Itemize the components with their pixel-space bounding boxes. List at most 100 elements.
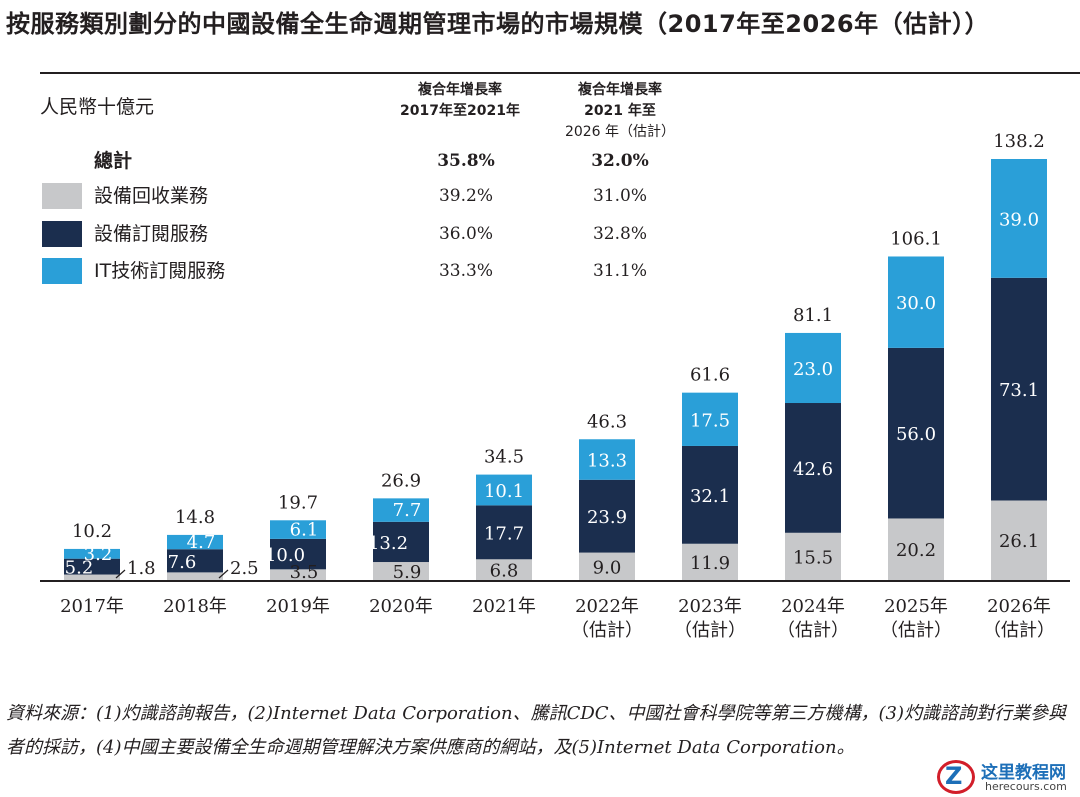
x-tick-label: 2021年: [472, 596, 536, 617]
x-tick-label: 2019年: [266, 596, 330, 617]
legend-swatch-it-subscription: [42, 258, 82, 284]
data-label: 30.0: [896, 293, 936, 314]
bar-segment: [373, 562, 429, 580]
bar-segment: [579, 479, 635, 553]
leader-line: [218, 569, 229, 579]
bar-segment: [991, 500, 1047, 580]
legend-label: IT技術訂閱服務: [94, 260, 226, 282]
x-tick-note: （估計）: [674, 620, 746, 641]
data-label: 26.1: [999, 531, 1039, 552]
cagr-header-line: 2017年至2021年: [400, 103, 520, 119]
bar-segment: [785, 332, 841, 404]
data-label: 11.9: [690, 553, 730, 574]
total-label: 138.2: [993, 131, 1045, 152]
data-label: 7.6: [168, 552, 197, 573]
bar-segment: [373, 521, 429, 563]
data-label: 3.5: [290, 562, 319, 583]
data-label: 13.2: [368, 533, 408, 554]
total-label: 81.1: [793, 305, 833, 326]
watermark-circle-icon: [937, 760, 975, 794]
x-tick-label: 2026年: [987, 596, 1051, 617]
bar-segment: [270, 569, 326, 580]
legend-label: 總計: [94, 150, 133, 172]
legend-recycling-cagr1: 39.2%: [438, 186, 493, 206]
data-label: 39.0: [999, 209, 1039, 230]
data-label: 5.2: [65, 558, 94, 579]
legend-it-subscription-cagr2: 31.1%: [592, 261, 647, 281]
data-label: 13.3: [587, 451, 627, 472]
watermark-text: 这里教程网: [981, 763, 1066, 783]
data-label: 56.0: [896, 424, 936, 445]
legend-swatch-recycling: [42, 183, 82, 209]
data-label: 1.8: [127, 558, 156, 579]
x-tick-note: （估計）: [571, 620, 643, 641]
bar-segment: [476, 505, 532, 560]
bar-segment: [785, 403, 841, 533]
unit-label: 人民幣十億元: [40, 96, 155, 118]
cagr-header-line: 2026 年（估計）: [564, 124, 676, 140]
data-label: 6.1: [290, 520, 319, 541]
total-label: 46.3: [587, 411, 627, 432]
data-label: 2.5: [230, 558, 259, 579]
data-label: 6.8: [490, 561, 519, 582]
x-tick-note: （估計）: [777, 620, 849, 641]
bar-segment: [682, 392, 738, 446]
bar-segment: [991, 159, 1047, 278]
total-label: 61.6: [690, 365, 730, 386]
legend-total-cagr1: 35.8%: [437, 151, 495, 171]
bar-segment: [888, 256, 944, 348]
data-label: 73.1: [999, 380, 1039, 401]
data-label: 10.1: [484, 481, 524, 502]
data-label: 17.7: [484, 523, 524, 544]
bar-segment: [373, 498, 429, 522]
bar-segment: [888, 347, 944, 519]
bar-segment: [579, 439, 635, 480]
total-label: 26.9: [381, 470, 421, 491]
data-label: 32.1: [690, 486, 730, 507]
legend-total-cagr2: 32.0%: [591, 151, 649, 171]
bar-segment: [476, 559, 532, 580]
bar-segment: [167, 534, 223, 550]
x-tick-label: 2022年: [575, 596, 639, 617]
total-label: 19.7: [278, 492, 318, 513]
data-label: 4.7: [187, 532, 216, 553]
bar-segment: [991, 277, 1047, 501]
bar-segment: [579, 552, 635, 580]
watermark-logo: Z 这里教程网 herecours.com: [935, 758, 1080, 797]
x-tick-label: 2025年: [884, 596, 948, 617]
stacked-bar-chart: 5.23.2 1.8 10.2 2017年 7.64.7 2.5 14.8 2018年 10.0…: [40, 131, 1070, 641]
x-tick-label: 2020年: [369, 596, 433, 617]
total-label: 34.5: [484, 447, 524, 468]
legend-label: 設備訂閱服務: [94, 223, 209, 245]
x-tick-label: 2023年: [678, 596, 742, 617]
bar-segment: [270, 520, 326, 539]
bar-segment: [785, 532, 841, 580]
bar-segment: [682, 445, 738, 544]
legend-recycling-cagr2: 31.0%: [592, 186, 647, 206]
chart-title: 按服務類別劃分的中國設備全生命週期管理市場的市場規模（2017年至2026年（估…: [6, 10, 990, 38]
watermark-url: herecours.com: [985, 780, 1067, 793]
cagr-header-line: 複合年增長率: [418, 82, 502, 98]
bar-segment: [167, 549, 223, 573]
bar-segment: [476, 474, 532, 506]
legend-device-subscription-cagr1: 36.0%: [438, 224, 493, 244]
leader-line: [115, 569, 126, 579]
x-tick-label: 2017年: [60, 596, 124, 617]
data-label: 3.2: [84, 544, 113, 565]
legend-label: 設備回收業務: [94, 185, 209, 207]
bar-segment: [270, 538, 326, 570]
top-rule: [40, 72, 1080, 74]
total-label: 14.8: [175, 507, 215, 528]
source-note: 資料來源：(1)灼識諮詢報告，(2)Internet Data Corporat…: [6, 703, 1067, 758]
legend-device-subscription-cagr2: 32.8%: [592, 224, 647, 244]
data-label: 20.2: [896, 540, 936, 561]
cagr-header-2021-2026: 複合年增長率 2021 年至 2026 年（估計）: [550, 80, 690, 143]
legend-it-subscription-cagr1: 33.3%: [438, 261, 493, 281]
cagr-header-2017-2021: 複合年增長率 2017年至2021年: [390, 80, 530, 122]
data-label: 5.9: [393, 562, 422, 583]
cagr-header-line: 2021 年至: [584, 103, 656, 119]
data-label: 7.7: [393, 500, 422, 521]
total-label: 106.1: [890, 228, 942, 249]
data-label: 10.0: [265, 545, 305, 566]
data-label: 42.6: [793, 459, 833, 480]
